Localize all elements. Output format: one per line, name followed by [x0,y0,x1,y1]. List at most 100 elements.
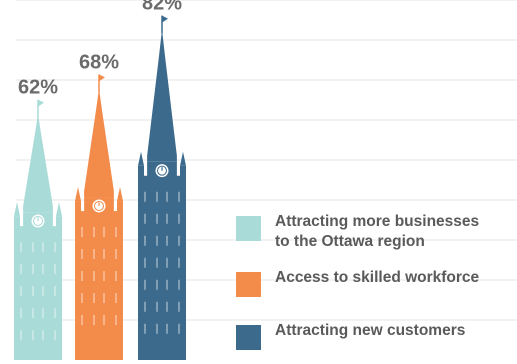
tower-window-1-4-3 [115,315,117,326]
tower-window-1-4-1 [93,315,95,326]
tower-window-1-3-1 [93,293,95,304]
tower-bars [14,15,186,360]
tower-window-2-1-0 [144,213,146,224]
tower-window-2-6-2 [166,323,168,334]
tower-window-2-4-2 [166,279,168,290]
tower-window-1-3-3 [115,293,117,304]
tower-window-0-1-0 [20,264,22,275]
tower-turret-1-1 [117,187,123,202]
tower-clock-ring-2 [157,165,167,176]
tower-turret-2-1 [180,151,186,166]
tower-window-0-3-3 [54,308,56,319]
tower-window-0-0-3 [54,242,56,253]
tower-window-0-4-2 [42,330,44,341]
tower-window-2-5-3 [178,301,180,312]
tower-window-0-0-2 [42,242,44,253]
tower-body-0 [14,226,62,360]
legend: Attracting more businesses to the Ottawa… [236,212,516,364]
tower-window-2-2-0 [144,235,146,246]
tower-window-0-4-0 [20,330,22,341]
tower-window-0-1-3 [54,264,56,275]
tower-window-0-3-0 [20,308,22,319]
legend-item-1: Access to skilled workforce [236,268,516,297]
tower-window-1-2-1 [93,271,95,282]
tower-body-2 [138,175,186,360]
tower-turret-0-0 [14,202,20,217]
tower-window-1-1-3 [115,249,117,260]
tower-window-2-6-3 [178,323,180,334]
tower-window-2-3-2 [166,257,168,268]
tower-spire-1 [84,88,114,198]
legend-item-0: Attracting more businesses to the Ottawa… [236,212,516,252]
tower-window-2-6-0 [144,323,146,334]
tower-window-0-4-3 [54,330,56,341]
tower-body-1 [75,211,123,360]
tower-window-2-1-3 [178,213,180,224]
tower-window-2-0-0 [144,191,146,202]
tower-window-0-3-2 [42,308,44,319]
tower-window-2-0-1 [156,191,158,202]
tower-window-1-3-0 [81,293,83,304]
tower-window-0-0-0 [20,242,22,253]
tower-window-1-4-0 [81,315,83,326]
legend-label-1: Access to skilled workforce [275,268,479,288]
tower-window-2-2-3 [178,235,180,246]
value-label-0: 62% [18,77,58,99]
tower-window-1-2-3 [115,271,117,282]
tower-window-2-2-1 [156,235,158,246]
tower-window-1-0-0 [81,227,83,238]
legend-label-0: Attracting more businesses to the Ottawa… [275,212,479,252]
legend-item-2: Attracting new customers [236,321,516,350]
tower-window-2-3-1 [156,257,158,268]
tower-window-0-2-0 [20,286,22,297]
tower-window-0-2-1 [32,286,34,297]
tower-turret-shaft-2-1 [180,165,186,180]
tower-flag-1 [99,74,105,82]
tower-window-0-1-2 [42,264,44,275]
legend-label-0-line2: to the Ottawa region [275,233,425,250]
tower-window-1-3-2 [103,293,105,304]
tower-window-2-5-1 [156,301,158,312]
tower-window-2-3-0 [144,257,146,268]
value-labels: 62% 68% 82% [18,0,182,99]
tower-window-2-5-2 [166,301,168,312]
value-label-2: 82% [142,0,182,15]
tower-turret-shaft-0-0 [14,216,20,231]
tower-flag-2 [162,15,168,23]
tower-turret-shaft-2-0 [138,165,144,180]
tower-window-0-0-1 [32,242,34,253]
legend-swatch-2 [236,325,261,350]
legend-label-2: Attracting new customers [275,321,465,341]
tower-window-0-2-3 [54,286,56,297]
legend-swatch-0 [236,216,261,241]
tower-window-1-1-2 [103,249,105,260]
tower-window-0-1-1 [32,264,34,275]
tower-turret-shaft-1-0 [75,201,81,216]
tower-window-0-2-2 [42,286,44,297]
tower-clock-ring-1 [94,200,104,211]
legend-label-2-line1: Attracting new customers [275,322,466,339]
tower-flag-0 [38,99,44,107]
tower-window-1-0-1 [93,227,95,238]
tower-window-1-1-1 [93,249,95,260]
tower-window-1-2-2 [103,271,105,282]
tower-turret-1-0 [75,187,81,202]
tower-window-2-4-0 [144,279,146,290]
legend-swatch-1 [236,272,261,297]
tower-window-2-4-3 [178,279,180,290]
tower-bar-0 [14,99,62,360]
tower-window-2-1-1 [156,213,158,224]
tower-clock-ring-0 [33,216,43,227]
tower-window-1-0-2 [103,227,105,238]
tower-window-0-4-1 [32,330,34,341]
tower-turret-shaft-0-1 [56,216,62,231]
tower-spire-2 [147,29,177,162]
tower-window-0-3-1 [32,308,34,319]
legend-label-0-line1: Attracting more businesses [275,213,480,230]
legend-label-1-line1: Access to skilled workforce [275,269,480,286]
tower-window-2-0-3 [178,191,180,202]
tower-window-2-5-0 [144,301,146,312]
value-label-1: 68% [79,51,119,73]
tower-bar-1 [75,74,123,360]
